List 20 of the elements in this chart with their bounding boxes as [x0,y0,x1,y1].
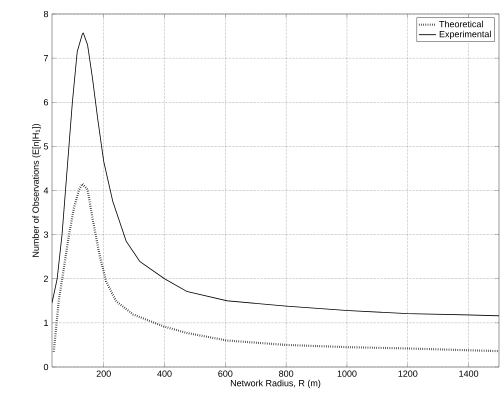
x-tick-label: 800 [279,370,294,377]
y-axis-title: Number of Observations (E[n|H$_{1}$]) [32,124,41,257]
legend-label: Theoretical [439,20,483,28]
y-tick-label: 5 [44,143,48,150]
x-tick-label: 400 [157,370,172,377]
x-tick-label: 1000 [338,370,357,377]
y-tick-label: 7 [44,55,48,62]
y-tick-label: 0 [44,364,48,370]
x-tick-label: 200 [96,370,111,377]
y-tick-label: 1 [44,320,48,326]
x-tick-label: 1200 [398,370,418,377]
legend-label: Experimental [440,30,491,40]
x-tick-label: 600 [218,370,232,377]
y-tick-label: 2 [44,276,48,282]
x-tick-label: 1400 [459,370,478,377]
y-tick-label: 4 [44,187,48,194]
y-tick-label: 8 [44,10,48,18]
y-tick-label: 3 [44,231,48,238]
y-tick-label: 6 [44,99,48,106]
x-axis-title: Network Radius, R (m) [230,380,320,388]
